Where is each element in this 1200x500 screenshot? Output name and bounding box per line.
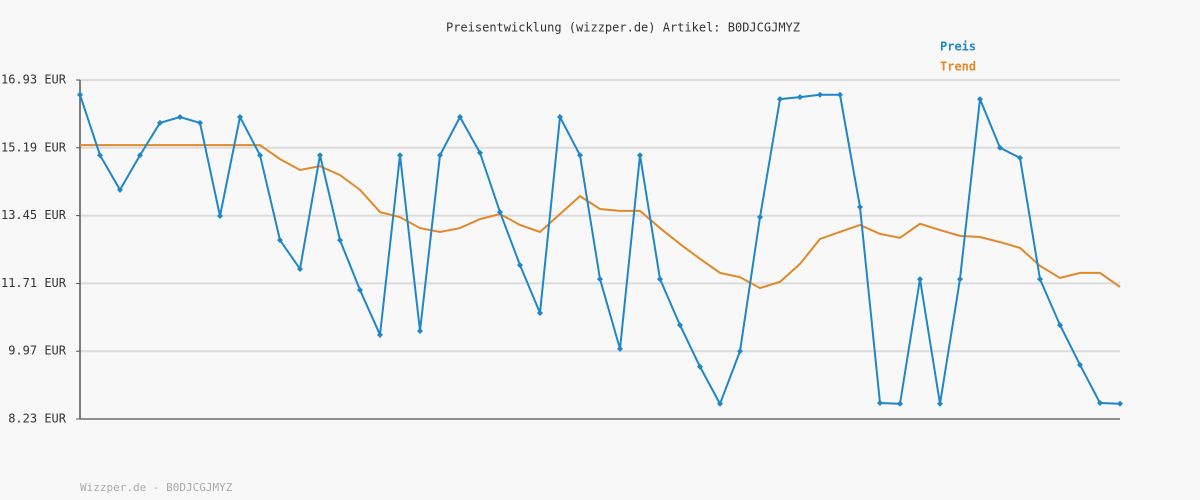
data-point xyxy=(937,400,943,407)
data-point xyxy=(1037,276,1043,283)
data-point xyxy=(857,204,863,211)
y-tick-label: 8.23 EUR xyxy=(8,412,67,426)
data-point xyxy=(277,237,283,244)
data-point xyxy=(117,186,123,193)
data-point xyxy=(157,119,163,126)
data-point xyxy=(297,265,303,272)
data-point xyxy=(77,91,83,98)
chart-title: Preisentwicklung (wizzper.de) Artikel: B… xyxy=(446,21,800,35)
data-point xyxy=(397,152,403,159)
data-point xyxy=(1097,400,1103,407)
data-point xyxy=(457,114,463,121)
data-point xyxy=(517,262,523,269)
data-point xyxy=(217,212,223,219)
legend-label: Preis xyxy=(940,40,976,54)
footer: Wizzper.de - B0DJCGJMYZ xyxy=(80,481,233,494)
data-point xyxy=(417,327,423,334)
data-point xyxy=(817,91,823,98)
y-tick-label: 13.45 EUR xyxy=(1,208,67,222)
data-point xyxy=(237,114,243,121)
data-point xyxy=(477,149,483,156)
data-point xyxy=(617,345,623,352)
data-point xyxy=(437,152,443,159)
data-point xyxy=(697,363,703,370)
data-point xyxy=(1077,361,1083,368)
y-tick-label: 11.71 EUR xyxy=(1,276,67,290)
data-point xyxy=(537,310,543,317)
data-point xyxy=(877,400,883,407)
data-point xyxy=(757,214,763,221)
data-point xyxy=(677,322,683,329)
data-point xyxy=(777,96,783,103)
y-tick-label: 15.19 EUR xyxy=(1,140,67,154)
data-point xyxy=(797,94,803,101)
data-point xyxy=(557,114,563,121)
data-point xyxy=(1117,400,1123,407)
y-tick-label: 9.97 EUR xyxy=(8,344,67,358)
data-point xyxy=(177,114,183,121)
data-point xyxy=(837,91,843,98)
data-point xyxy=(717,400,723,407)
data-point xyxy=(357,287,363,294)
data-point xyxy=(737,348,743,355)
data-point xyxy=(337,237,343,244)
data-point xyxy=(377,331,383,338)
data-point xyxy=(917,276,923,283)
data-point xyxy=(977,96,983,103)
data-point xyxy=(957,276,963,283)
data-point xyxy=(597,276,603,283)
data-point xyxy=(137,152,143,159)
data-point xyxy=(897,400,903,407)
legend-label: Trend xyxy=(940,60,976,74)
data-point xyxy=(317,152,323,159)
data-point xyxy=(97,152,103,159)
data-point xyxy=(257,152,263,159)
series-line xyxy=(80,144,1121,290)
data-point xyxy=(577,152,583,159)
data-point xyxy=(197,119,203,126)
y-tick-label: 16.93 EUR xyxy=(1,73,67,87)
data-point xyxy=(1017,154,1023,161)
data-point xyxy=(637,152,643,159)
data-point xyxy=(997,144,1003,151)
data-point xyxy=(657,276,663,283)
data-point xyxy=(497,209,503,216)
data-point xyxy=(1057,322,1063,329)
